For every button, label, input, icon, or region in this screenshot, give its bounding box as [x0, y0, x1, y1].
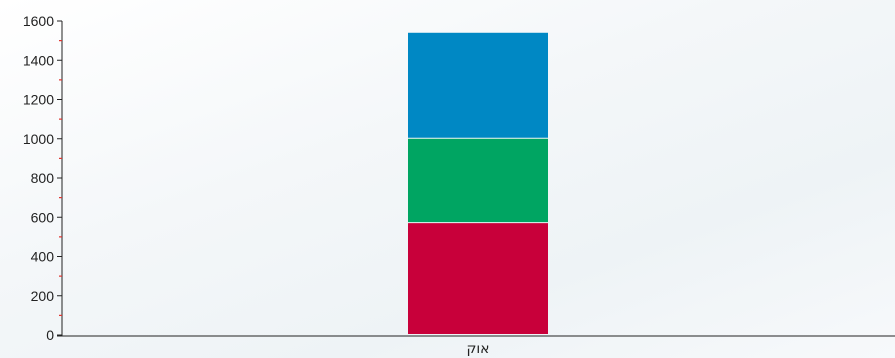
bar-segment-1 — [408, 223, 548, 334]
y-tick-label: 600 — [31, 209, 55, 225]
y-tick-label: 0 — [46, 327, 54, 343]
y-tick-label: 1400 — [23, 52, 54, 68]
x-category-label: אוק — [466, 341, 489, 357]
y-tick-label: 1000 — [23, 131, 54, 147]
y-tick-label: 1600 — [23, 13, 54, 29]
y-tick-label: 800 — [31, 170, 55, 186]
y-tick-label: 400 — [31, 249, 55, 265]
y-axis: 0 200 400 600 800 1000 1200 1400 1600 — [23, 13, 63, 343]
bars-group — [408, 32, 548, 334]
y-tick-label: 1200 — [23, 92, 54, 108]
x-axis: אוק — [57, 335, 895, 357]
bar-segment-2 — [408, 138, 548, 223]
y-tick-label: 200 — [31, 288, 55, 304]
bar-segment-3 — [408, 32, 548, 138]
